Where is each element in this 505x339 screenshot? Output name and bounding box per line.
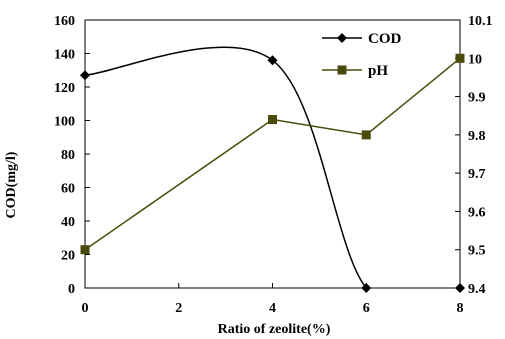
y-left-tick-label: 140 bbox=[54, 48, 75, 63]
y-left-tick-label: 80 bbox=[61, 148, 75, 163]
y-left-tick-label: 20 bbox=[61, 249, 75, 264]
x-tick-label: 6 bbox=[363, 301, 370, 316]
y-right-tick-label: 9.5 bbox=[468, 244, 486, 259]
series-markers bbox=[80, 53, 465, 293]
y-axis-label: COD(mg/l) bbox=[4, 151, 19, 218]
y-left-tick-label: 120 bbox=[54, 81, 75, 96]
legend-cod-label: COD bbox=[368, 31, 402, 47]
legend: COD pH bbox=[322, 31, 402, 79]
cod-line bbox=[85, 46, 460, 288]
legend-ph-label: pH bbox=[368, 63, 388, 79]
y-left-tick-label: 160 bbox=[54, 14, 75, 29]
x-axis-label: Ratio of zeolite(%) bbox=[218, 322, 331, 337]
ph-point bbox=[361, 130, 371, 140]
y-left-tick-label: 60 bbox=[61, 182, 75, 197]
ph-point bbox=[80, 245, 90, 255]
legend-ph-marker bbox=[337, 65, 347, 75]
y-right-tick-label: 10.1 bbox=[468, 14, 493, 29]
left-axis-ticks: 0 20 40 60 80 100 120 140 160 bbox=[54, 14, 90, 297]
x-tick-label: 2 bbox=[175, 301, 182, 316]
x-tick-label: 4 bbox=[269, 301, 276, 316]
right-axis-ticks: 9.4 9.5 9.6 9.7 9.8 9.9 10 10.1 bbox=[455, 14, 493, 297]
y-left-tick-label: 0 bbox=[68, 282, 75, 297]
cod-point bbox=[267, 55, 278, 66]
y-right-tick-label: 9.6 bbox=[468, 205, 486, 220]
ph-point bbox=[268, 115, 277, 125]
cod-point bbox=[455, 283, 465, 293]
x-tick-label: 8 bbox=[457, 301, 464, 316]
y-left-tick-label: 100 bbox=[54, 115, 75, 130]
ph-point bbox=[455, 53, 465, 63]
y-right-tick-label: 10 bbox=[468, 52, 482, 67]
series-lines bbox=[84, 46, 461, 288]
y-right-tick-label: 9.4 bbox=[468, 282, 486, 297]
y-right-tick-label: 9.9 bbox=[468, 91, 486, 106]
cod-point bbox=[80, 70, 90, 81]
x-tick-label: 0 bbox=[82, 301, 89, 316]
cod-point bbox=[361, 283, 372, 293]
ph-line bbox=[84, 57, 461, 251]
y-right-tick-label: 9.7 bbox=[468, 167, 486, 182]
y-left-tick-label: 40 bbox=[61, 215, 75, 230]
legend-cod-marker bbox=[337, 33, 347, 43]
y-right-tick-label: 9.8 bbox=[468, 129, 486, 144]
